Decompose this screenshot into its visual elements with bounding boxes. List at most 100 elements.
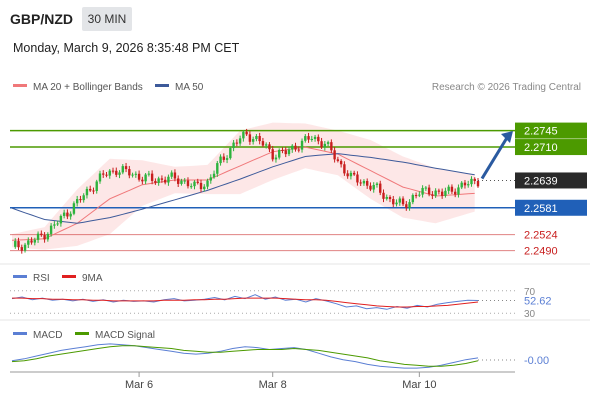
- candle-body: [33, 239, 37, 243]
- candle-body: [225, 158, 229, 160]
- candle-body: [323, 143, 327, 148]
- candle-body: [320, 141, 323, 148]
- candle-body: [242, 131, 245, 139]
- candle-body: [14, 241, 17, 247]
- candle-body: [216, 163, 219, 174]
- candle-body: [450, 186, 454, 192]
- candle-body: [154, 180, 157, 183]
- symbol-title: GBP/NZD: [10, 11, 73, 27]
- candle-body: [346, 173, 349, 177]
- candle-body: [297, 149, 300, 151]
- candle-body: [43, 235, 46, 240]
- candle-body: [336, 159, 340, 161]
- candle-body: [193, 181, 196, 187]
- candle-body: [98, 173, 102, 182]
- candle-body: [229, 148, 232, 159]
- candle-body: [121, 166, 124, 173]
- level-label: 2.2581: [524, 203, 558, 215]
- candle-body: [56, 223, 59, 225]
- candle-body: [212, 173, 216, 178]
- rsi-tick-label: 70: [524, 287, 536, 298]
- candle-body: [85, 188, 89, 196]
- candle-body: [382, 192, 385, 199]
- price-pane: MA 20 + Bollinger Bands MA 50 Research ©…: [10, 82, 587, 258]
- candle-body: [460, 182, 463, 188]
- candle-body: [173, 172, 177, 179]
- candle-body: [79, 199, 82, 201]
- candle-body: [95, 181, 98, 191]
- interval-button[interactable]: 30 MIN: [82, 7, 132, 31]
- candle-body: [284, 150, 287, 155]
- candle-body: [470, 178, 473, 185]
- level-label: 2.2524: [524, 230, 558, 242]
- candle-body: [359, 182, 362, 184]
- rsi-last-value: 52.62: [524, 296, 552, 308]
- candle-body: [92, 190, 95, 192]
- candle-body: [147, 173, 151, 175]
- candle-body: [411, 195, 415, 203]
- candle-body: [437, 190, 441, 192]
- candle-body: [310, 138, 314, 140]
- macd-last-value: -0.00: [524, 355, 549, 367]
- candle-body: [421, 187, 424, 195]
- ma20-legend-label: MA 20 + Bollinger Bands: [33, 82, 143, 93]
- candle-body: [59, 215, 63, 224]
- candle-body: [434, 190, 437, 196]
- candle-body: [313, 136, 317, 139]
- last-price-label: 2.2639: [524, 175, 558, 187]
- candle-body: [245, 131, 248, 135]
- candle-body: [473, 178, 476, 182]
- candle-body: [203, 186, 206, 190]
- candle-body: [102, 173, 105, 175]
- candle-body: [23, 244, 27, 251]
- candle-body: [183, 180, 186, 182]
- candle-body: [66, 212, 69, 217]
- candle-body: [369, 185, 372, 190]
- ma50-legend-swatch: [155, 84, 169, 87]
- level-label-box: [515, 199, 587, 216]
- candle-body: [291, 145, 294, 150]
- candle-body: [333, 150, 336, 160]
- candle-body: [232, 142, 235, 149]
- macd-signal-line: [11, 345, 479, 367]
- candle-body: [222, 156, 226, 160]
- candle-body: [398, 198, 401, 203]
- candle-body: [431, 194, 434, 196]
- candle-body: [196, 181, 199, 183]
- candle-body: [463, 182, 467, 186]
- rsi-ma-legend-swatch: [62, 275, 76, 278]
- candle-body: [418, 194, 421, 196]
- candle-body: [330, 142, 333, 151]
- candle-body: [235, 142, 239, 144]
- candle-body: [467, 184, 470, 186]
- candle-body: [128, 169, 131, 176]
- candle-body: [444, 190, 447, 196]
- candle-body: [278, 150, 281, 158]
- candle-body: [180, 180, 183, 184]
- candle-body: [271, 149, 274, 160]
- time-axis: Mar 6 Mar 8 Mar 10: [10, 371, 515, 391]
- candle-body: [258, 136, 261, 142]
- candle-body: [287, 149, 291, 155]
- candle-body: [20, 247, 23, 251]
- candle-body: [281, 150, 284, 152]
- ma20-legend-swatch: [13, 84, 27, 87]
- macd-line: [11, 343, 479, 369]
- candle-body: [238, 138, 242, 144]
- level-label: 2.2490: [524, 246, 558, 258]
- candle-body: [141, 179, 144, 182]
- candle-body: [111, 170, 115, 172]
- candle-body: [304, 136, 307, 141]
- candle-body: [379, 183, 382, 193]
- candle-body: [75, 199, 79, 204]
- macd-legend-swatch: [13, 332, 27, 335]
- candle-body: [372, 184, 375, 190]
- candle-body: [307, 136, 310, 140]
- candle-body: [176, 178, 180, 184]
- candle-body: [170, 172, 173, 177]
- candle-body: [89, 188, 92, 191]
- candle-body: [317, 136, 320, 142]
- candle-body: [40, 233, 43, 236]
- candle-body: [395, 202, 398, 205]
